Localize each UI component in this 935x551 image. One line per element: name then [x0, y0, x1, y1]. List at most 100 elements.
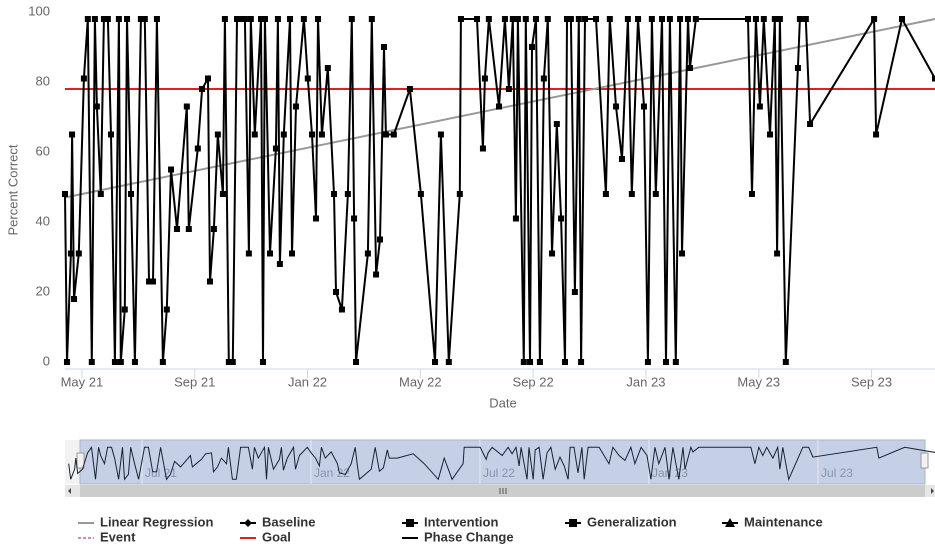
data-point	[206, 278, 213, 285]
data-point	[593, 16, 600, 22]
x-tick-label: May 21	[61, 374, 104, 389]
legend-label: Phase Change	[424, 529, 514, 544]
x-tick-label: Jan 22	[288, 374, 327, 389]
legend-marker	[244, 519, 252, 527]
data-point	[760, 16, 767, 22]
data-point	[131, 359, 138, 365]
data-point	[274, 16, 281, 22]
data-point	[553, 121, 560, 127]
data-point	[659, 16, 666, 22]
data-point	[540, 75, 547, 82]
data-point	[575, 16, 582, 22]
data-point	[474, 16, 481, 22]
data-point	[571, 289, 578, 295]
data-point	[684, 16, 691, 22]
data-point	[562, 359, 569, 365]
data-point	[309, 131, 316, 138]
x-tick-label: Jan 23	[626, 374, 665, 389]
y-tick-label: 100	[28, 3, 50, 18]
scroll-right-arrow[interactable]	[931, 488, 934, 494]
data-point	[173, 226, 180, 232]
data-point	[377, 236, 384, 243]
data-point	[141, 16, 148, 22]
data-point	[532, 16, 539, 22]
y-tick-label: 80	[36, 73, 50, 88]
data-point	[380, 44, 387, 50]
navigator-handle-right[interactable]	[920, 452, 929, 469]
data-point	[640, 103, 647, 110]
data-point	[567, 16, 574, 22]
data-point	[771, 16, 778, 22]
data-point	[501, 16, 508, 22]
data-point	[159, 359, 166, 365]
data-point	[536, 359, 543, 365]
data-point	[183, 103, 190, 110]
legend-label: Goal	[262, 529, 291, 544]
data-point	[267, 250, 274, 257]
data-point	[353, 359, 360, 365]
data-point	[873, 131, 880, 138]
data-point	[241, 16, 248, 22]
data-point	[932, 75, 935, 82]
data-point	[417, 191, 424, 197]
x-tick-label: Sep 21	[174, 374, 215, 389]
data-point	[692, 16, 699, 22]
x-tick-label: Sep 23	[851, 374, 892, 389]
data-point	[748, 191, 755, 197]
data-point	[168, 166, 175, 173]
data-point	[97, 191, 104, 197]
navigator-tick-label: Jul 23	[821, 466, 853, 480]
data-point	[549, 250, 556, 257]
data-point	[457, 16, 464, 22]
data-point	[437, 131, 444, 138]
data-point	[899, 16, 906, 22]
data-point	[644, 359, 651, 365]
data-point	[257, 16, 264, 22]
navigator-handle-left[interactable]	[76, 452, 85, 469]
data-point	[752, 16, 759, 22]
data-point	[406, 86, 413, 92]
data-point	[75, 250, 82, 257]
y-axis-title: Percent Correct	[5, 144, 20, 235]
data-point	[563, 16, 570, 22]
data-point	[163, 306, 170, 313]
legend-label: Baseline	[262, 514, 315, 529]
data-point	[871, 16, 878, 22]
data-point	[324, 65, 331, 71]
x-tick-label: May 22	[399, 374, 442, 389]
data-point	[272, 145, 279, 152]
data-point	[117, 359, 124, 365]
data-point	[185, 226, 192, 232]
data-point	[679, 250, 686, 257]
data-point	[251, 131, 258, 138]
scroll-left-arrow[interactable]	[68, 488, 71, 494]
data-point	[221, 16, 228, 22]
data-point	[146, 278, 153, 285]
data-point	[686, 65, 693, 71]
data-point	[124, 16, 131, 22]
data-point	[204, 75, 211, 82]
data-point	[199, 86, 206, 92]
data-point	[287, 16, 294, 22]
data-point	[91, 16, 98, 22]
data-point	[677, 16, 684, 22]
legend-marker	[569, 519, 577, 527]
data-point	[351, 215, 358, 222]
data-point	[802, 16, 809, 22]
data-point	[84, 16, 91, 22]
scroll-grip	[499, 488, 507, 494]
data-point	[794, 65, 801, 71]
data-point	[88, 359, 95, 365]
y-tick-label: 60	[36, 143, 50, 158]
legend-marker	[725, 518, 735, 527]
data-point	[479, 145, 486, 152]
data-point	[276, 261, 283, 267]
data-point	[67, 250, 74, 257]
data-point	[481, 75, 488, 82]
data-point	[214, 131, 221, 138]
data-point	[774, 250, 781, 257]
data-point	[496, 103, 503, 110]
data-point	[618, 156, 625, 162]
data-point	[229, 359, 236, 365]
